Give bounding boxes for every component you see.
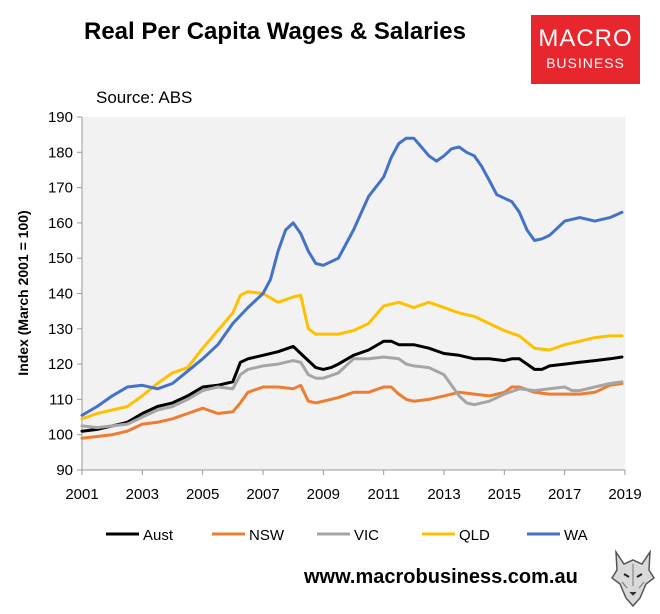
- x-tick-label: 2013: [427, 486, 460, 503]
- y-tick-label: 110: [49, 391, 73, 408]
- legend-label-aust: Aust: [143, 527, 174, 544]
- x-tick-label: 2003: [126, 486, 159, 503]
- series-line-wa: [80, 136, 624, 417]
- legend-label-qld: QLD: [459, 527, 490, 544]
- y-tick-label: 140: [48, 286, 73, 303]
- y-tick-label: 170: [48, 180, 73, 197]
- legend-label-nsw: NSW: [249, 527, 285, 544]
- legend-label-wa: WA: [564, 527, 588, 544]
- x-tick-label: 2005: [186, 486, 219, 503]
- y-tick-label: 90: [56, 462, 73, 479]
- x-tick-label: 2015: [488, 486, 521, 503]
- y-tick-label: 120: [48, 356, 73, 373]
- source-label: Source: ABS: [96, 88, 193, 107]
- y-axis-label: Index (March 2001 = 100): [15, 210, 31, 375]
- website-url: www.macrobusiness.com.au: [304, 566, 578, 588]
- y-tick-label: 180: [48, 144, 73, 161]
- legend: Aust NSW VIC QLD WA: [106, 527, 588, 544]
- y-tick-label: 190: [48, 109, 73, 126]
- logo-bottom-text: BUSINESS: [546, 55, 625, 71]
- legend-label-vic: VIC: [354, 527, 379, 544]
- y-tick-label: 130: [48, 321, 73, 338]
- y-tick-label: 150: [48, 250, 73, 267]
- tick-labels: 90 100 110 120 130 140 150 160 170 180 190 2001 2003…: [48, 109, 642, 503]
- series-line-qld: [80, 290, 624, 421]
- x-tick-label: 2009: [307, 486, 340, 503]
- logo-top-text: MACRO: [538, 25, 633, 52]
- chart-title: Real Per Capita Wages & Salaries: [84, 18, 466, 45]
- x-tick-label: 2019: [608, 486, 641, 503]
- macrobusiness-logo: MACRO BUSINESS: [531, 15, 640, 84]
- plot-area: [82, 117, 625, 470]
- series-line-vic: [80, 355, 624, 430]
- y-tick-label: 160: [48, 215, 73, 232]
- y-tick-label: 100: [48, 427, 73, 444]
- x-tick-label: 2017: [548, 486, 581, 503]
- x-tick-label: 2007: [246, 486, 279, 503]
- wolf-mascot-icon: [610, 548, 656, 608]
- axes: [77, 116, 626, 475]
- series-lines: [80, 136, 624, 440]
- series-line-aust: [80, 339, 624, 433]
- x-tick-label: 2011: [368, 486, 400, 503]
- x-tick-label: 2001: [65, 486, 98, 503]
